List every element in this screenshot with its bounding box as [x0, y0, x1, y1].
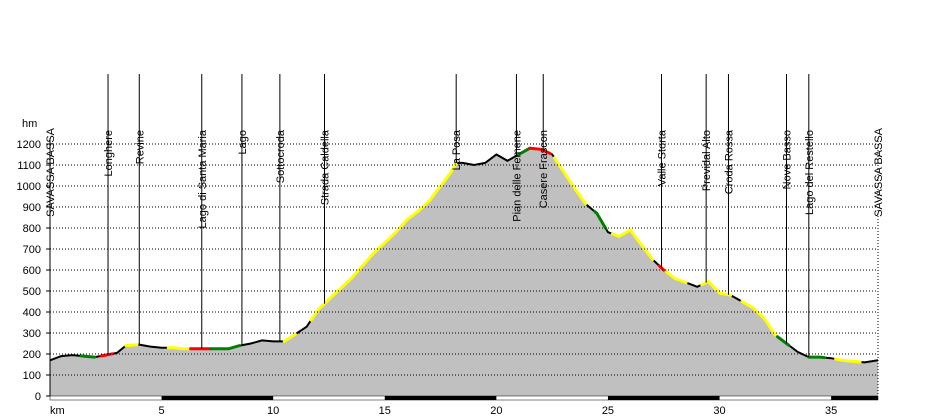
profile-segment — [309, 161, 458, 322]
profile-segment — [664, 270, 688, 285]
waypoint-layer: SAVASSA BASSA Longhere Revine Lago di Santa… — [45, 74, 885, 358]
grid — [50, 143, 878, 376]
y-tick-label: 1000 — [17, 181, 41, 193]
y-tick-label: 1200 — [17, 139, 41, 151]
y-tick-label: 600 — [23, 265, 41, 277]
waypoint-label: Croda Rossa — [724, 129, 736, 194]
profile-area-layer — [49, 147, 879, 396]
waypoint-label: La Posa — [451, 129, 463, 170]
waypoint-label: SAVASSA BASSA — [873, 127, 885, 217]
x-tick-label: 5 — [159, 405, 165, 417]
waypoint-label: Casere Frascon — [538, 130, 550, 208]
waypoint-label: Valle Storta — [657, 129, 669, 186]
waypoint-label: Revine — [134, 130, 146, 164]
y-tick-label: 0 — [35, 391, 41, 403]
profile-segment — [79, 354, 97, 359]
waypoint-label: Lago — [237, 130, 249, 154]
profile-segment — [209, 344, 242, 351]
waypoint-label: Strada Caldella — [320, 129, 332, 205]
x-tick-label: 30 — [713, 405, 725, 417]
profile-segment — [166, 346, 190, 351]
x-tick-label: 25 — [602, 405, 614, 417]
x-tick-label: 15 — [379, 405, 391, 417]
profile-segment — [740, 300, 777, 337]
x-tick-label: 10 — [267, 405, 279, 417]
profile-segment — [517, 146, 532, 156]
y-tick-label: 400 — [23, 307, 41, 319]
waypoint-label: Longhere — [103, 130, 115, 177]
distance-bar-segment — [607, 396, 720, 400]
profile-segment — [124, 343, 139, 348]
x-axis-label: km — [50, 405, 65, 417]
profile-segment — [834, 357, 862, 364]
profile-area — [50, 148, 878, 396]
y-tick-label: 500 — [23, 286, 41, 298]
waypoint-label: Sottocroda — [275, 129, 287, 183]
waypoint-label: Lago di Santa Maria — [197, 129, 209, 228]
y-tick-label: 200 — [23, 349, 41, 361]
y-tick-label: 300 — [23, 328, 41, 340]
profile-segment — [807, 355, 826, 360]
axes: 0 100 200 300 400 500 600 700 800 900 1000 1100 1200… — [17, 138, 879, 417]
y-tick-label: 900 — [23, 202, 41, 214]
y-axis-label: hm — [22, 118, 37, 130]
waypoint-label: Previdal Alto — [701, 130, 713, 191]
profile-segment — [593, 209, 608, 230]
x-tick-label: 20 — [490, 405, 502, 417]
profile-segment — [700, 279, 733, 297]
y-tick-label: 800 — [23, 223, 41, 235]
profile-segment — [552, 156, 588, 206]
distance-bar-segment — [161, 396, 274, 400]
distance-bar-segment — [831, 396, 878, 400]
waypoint-label: Lago del Restello — [804, 130, 816, 215]
profile-segment — [528, 146, 552, 155]
waypoint-label: Pian delle Femene — [511, 130, 523, 222]
waypoint-label: Nove Basso — [782, 130, 794, 189]
x-tick-label: 35 — [825, 405, 837, 417]
waypoint-label: SAVASSA BASSA — [45, 127, 57, 217]
distance-bar-segment — [384, 396, 497, 400]
colored-segments-layer — [79, 146, 862, 364]
y-tick-label: 1100 — [17, 160, 41, 172]
profile-segment — [282, 332, 297, 343]
profile-segment — [610, 228, 655, 261]
y-tick-label: 700 — [23, 244, 41, 256]
y-tick-label: 100 — [23, 370, 41, 382]
